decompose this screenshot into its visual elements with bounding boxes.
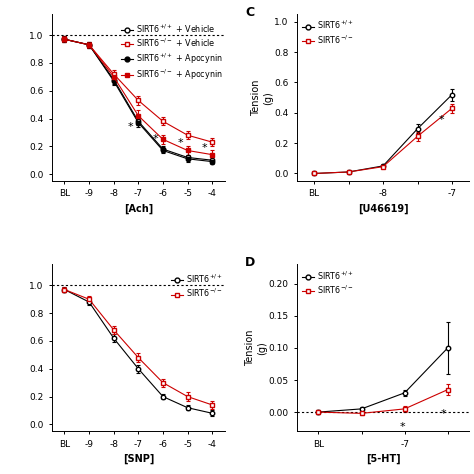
Text: *: * [153, 134, 158, 144]
Y-axis label: Tension
(g): Tension (g) [251, 79, 273, 116]
Legend: SIRT6$^{+/+}$, SIRT6$^{-/-}$: SIRT6$^{+/+}$, SIRT6$^{-/-}$ [301, 268, 355, 297]
X-axis label: [U46619]: [U46619] [358, 204, 409, 214]
Text: D: D [245, 256, 255, 269]
Text: *: * [202, 143, 208, 153]
Legend: SIRT6$^{+/+}$, SIRT6$^{-/-}$: SIRT6$^{+/+}$, SIRT6$^{-/-}$ [301, 18, 355, 46]
Y-axis label: Tension
(g): Tension (g) [246, 329, 267, 366]
Text: *: * [400, 422, 405, 432]
Text: *: * [128, 122, 134, 132]
Text: *: * [177, 138, 183, 148]
X-axis label: [5-HT]: [5-HT] [366, 454, 401, 465]
Legend: SIRT6$^{+/+}$, SIRT6$^{-/-}$: SIRT6$^{+/+}$, SIRT6$^{-/-}$ [170, 272, 224, 301]
Legend: SIRT6$^{+/+}$ + Vehicle, SIRT6$^{-/-}$ + Vehicle, SIRT6$^{+/+}$ + Apocynin, SIRT: SIRT6$^{+/+}$ + Vehicle, SIRT6$^{-/-}$ +… [120, 22, 224, 83]
Text: C: C [245, 6, 255, 19]
Text: *: * [439, 115, 445, 125]
Text: *: * [441, 409, 446, 419]
X-axis label: [SNP]: [SNP] [123, 454, 154, 465]
X-axis label: [Ach]: [Ach] [124, 204, 153, 214]
